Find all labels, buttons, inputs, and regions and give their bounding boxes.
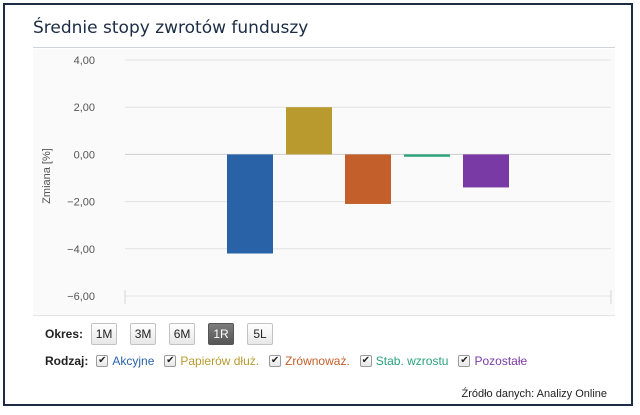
fund-type-label: Pozostałe [474, 354, 528, 368]
checkbox[interactable]: ✔ [458, 355, 471, 367]
fund-type-item[interactable]: ✔ Pozostałe [458, 354, 527, 368]
title-divider [33, 47, 615, 48]
checkbox[interactable]: ✔ [269, 355, 282, 367]
fund-type-label: Stab. wzrostu [375, 354, 449, 368]
bar-pozostałe[interactable] [463, 154, 509, 188]
checkbox[interactable]: ✔ [96, 355, 109, 367]
fund-type-item[interactable]: ✔ Zrównoważ. [269, 354, 350, 368]
period-buttons: 1M 3M 6M 1R 5L [91, 323, 286, 345]
fund-type-checkboxes: ✔ Akcyjne ✔ Papierów dłuż. ✔ Zrównoważ. ✔ Stab.… [96, 354, 537, 368]
y-tick-label: −2,00 [67, 197, 95, 209]
y-tick-label: 2,00 [74, 102, 95, 114]
period-label: Okres: [45, 327, 84, 341]
y-tick-label: −6,00 [67, 291, 95, 303]
bars [227, 107, 509, 254]
period-selector: Okres: 1M 3M 6M 1R 5L [33, 323, 286, 345]
checkbox[interactable]: ✔ [164, 355, 177, 367]
fund-type-label: Papierów dłuż. [180, 354, 260, 368]
fund-type-label: Akcyjne [112, 354, 155, 368]
widget-title: Średnie stopy zwrotów funduszy [33, 18, 309, 38]
period-button-6m[interactable]: 6M [169, 323, 196, 345]
grid-lines [124, 59, 612, 304]
checkbox[interactable]: ✔ [359, 355, 372, 367]
returns-bar-chart: 4,00 2,00 0,00 −2,00 −4,00 −6,00 Zmiana [%] [41, 55, 612, 304]
y-tick-label: 0,00 [74, 149, 95, 161]
y-axis-label: Zmiana [%] [41, 148, 53, 204]
bar-stab-wzrostu[interactable] [404, 154, 450, 157]
bar-zrównoważ[interactable] [345, 154, 391, 204]
fund-type-item[interactable]: ✔ Akcyjne [96, 354, 154, 368]
chart-panel: 4,00 2,00 0,00 −2,00 −4,00 −6,00 Zmiana [%] [33, 49, 615, 316]
y-tick-label: −4,00 [67, 244, 95, 256]
data-source-note: Źródło danych: Analizy Online [461, 388, 607, 400]
period-button-3m[interactable]: 3M [130, 323, 157, 345]
period-button-1r[interactable]: 1R [208, 323, 235, 345]
bar-akcyjne[interactable] [227, 154, 273, 254]
fund-type-label: Rodzaj: [45, 354, 89, 368]
widget-frame: Średnie stopy zwrotów funduszy 4,00 2,00 0… [3, 3, 633, 406]
period-button-5l[interactable]: 5L [247, 323, 274, 345]
fund-type-label: Zrównoważ. [285, 354, 350, 368]
y-tick-label: 4,00 [74, 55, 95, 67]
bar-papierów-dłuż[interactable] [286, 107, 332, 155]
y-tick-labels: 4,00 2,00 0,00 −2,00 −4,00 −6,00 [67, 55, 95, 303]
fund-type-item[interactable]: ✔ Papierów dłuż. [164, 354, 259, 368]
period-button-1m[interactable]: 1M [91, 323, 118, 345]
fund-type-item[interactable]: ✔ Stab. wzrostu [359, 354, 449, 368]
fund-type-filter: Rodzaj: ✔ Akcyjne ✔ Papierów dłuż. ✔ Zrównowa… [33, 354, 537, 368]
